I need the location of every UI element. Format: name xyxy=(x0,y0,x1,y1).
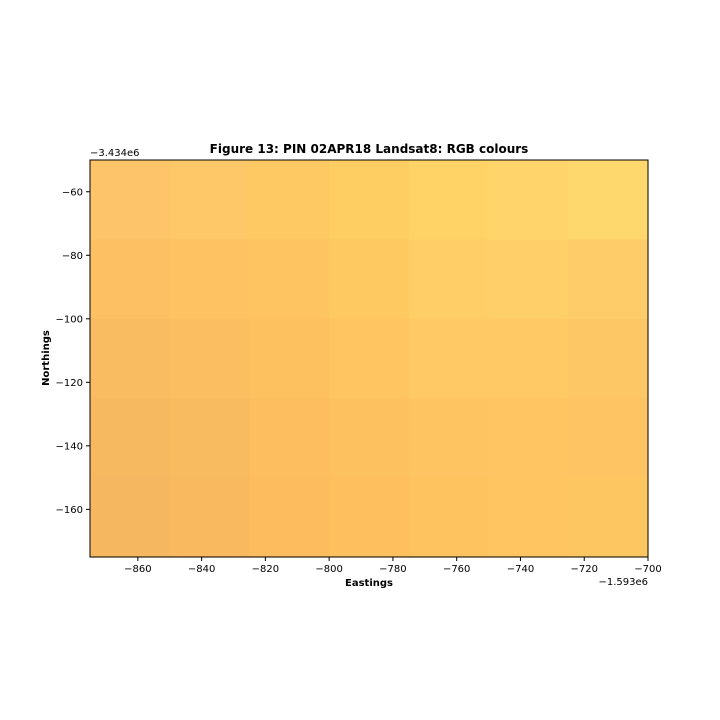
raster-cell xyxy=(488,477,569,558)
y-tick-label: −60 xyxy=(62,187,83,198)
raster-cell xyxy=(249,477,330,558)
raster-cell xyxy=(488,398,569,479)
x-tick-label: −840 xyxy=(188,564,215,575)
raster-cell xyxy=(90,239,171,320)
raster-cell xyxy=(488,239,569,320)
raster-cell xyxy=(568,318,649,399)
raster-cell xyxy=(408,477,490,558)
raster-cell xyxy=(249,160,330,240)
x-axis-label: Eastings xyxy=(345,578,393,589)
chart-title: Figure 13: PIN 02APR18 Landsat8: RGB col… xyxy=(210,142,529,156)
raster-cell xyxy=(90,318,171,399)
y-tick-label: −160 xyxy=(56,505,83,516)
y-axis-ticks: −60 −80 −100 −120 −140 −160 xyxy=(56,187,90,516)
raster-cell xyxy=(329,477,410,558)
raster-cell xyxy=(90,398,171,479)
y-tick-label: −120 xyxy=(56,378,83,389)
x-tick-label: −800 xyxy=(315,564,342,575)
raster-cell xyxy=(169,239,251,320)
x-axis-ticks: −860 −840 −820 −800 −780 −760 −740 −720 −700 xyxy=(124,557,662,575)
x-tick-label: −820 xyxy=(252,564,279,575)
x-tick-label: −740 xyxy=(507,564,534,575)
raster-cell xyxy=(329,318,410,399)
raster-cell xyxy=(169,160,251,240)
x-offset-label: −1.593e6 xyxy=(598,577,648,588)
raster-cell xyxy=(90,477,171,558)
raster-cell xyxy=(488,318,569,399)
x-tick-label: −720 xyxy=(570,564,597,575)
x-tick-label: −780 xyxy=(379,564,406,575)
plot-frame xyxy=(89,159,649,558)
raster-cell xyxy=(249,398,330,479)
y-offset-label: −3.434e6 xyxy=(90,148,140,159)
raster-image xyxy=(90,160,649,558)
raster-cell xyxy=(249,239,330,320)
raster-cell xyxy=(408,160,490,240)
raster-cell xyxy=(329,239,410,320)
y-axis-label: Northings xyxy=(41,330,52,386)
raster-cell xyxy=(568,477,649,558)
x-tick-label: −760 xyxy=(443,564,470,575)
y-tick-label: −80 xyxy=(62,251,83,262)
y-tick-label: −140 xyxy=(56,441,83,452)
raster-cell xyxy=(568,239,649,320)
raster-cell xyxy=(408,318,490,399)
raster-cell xyxy=(568,160,649,240)
raster-cell xyxy=(329,398,410,479)
raster-cell xyxy=(169,398,251,479)
raster-cell xyxy=(169,477,251,558)
x-tick-label: −700 xyxy=(634,564,661,575)
raster-cell xyxy=(408,239,490,320)
x-tick-label: −860 xyxy=(124,564,151,575)
raster-cell xyxy=(568,398,649,479)
y-tick-label: −100 xyxy=(56,314,83,325)
raster-cell xyxy=(408,398,490,479)
raster-cell xyxy=(90,160,171,240)
raster-cell xyxy=(169,318,251,399)
raster-cell xyxy=(249,318,330,399)
raster-cell xyxy=(488,160,569,240)
raster-cell xyxy=(329,160,410,240)
